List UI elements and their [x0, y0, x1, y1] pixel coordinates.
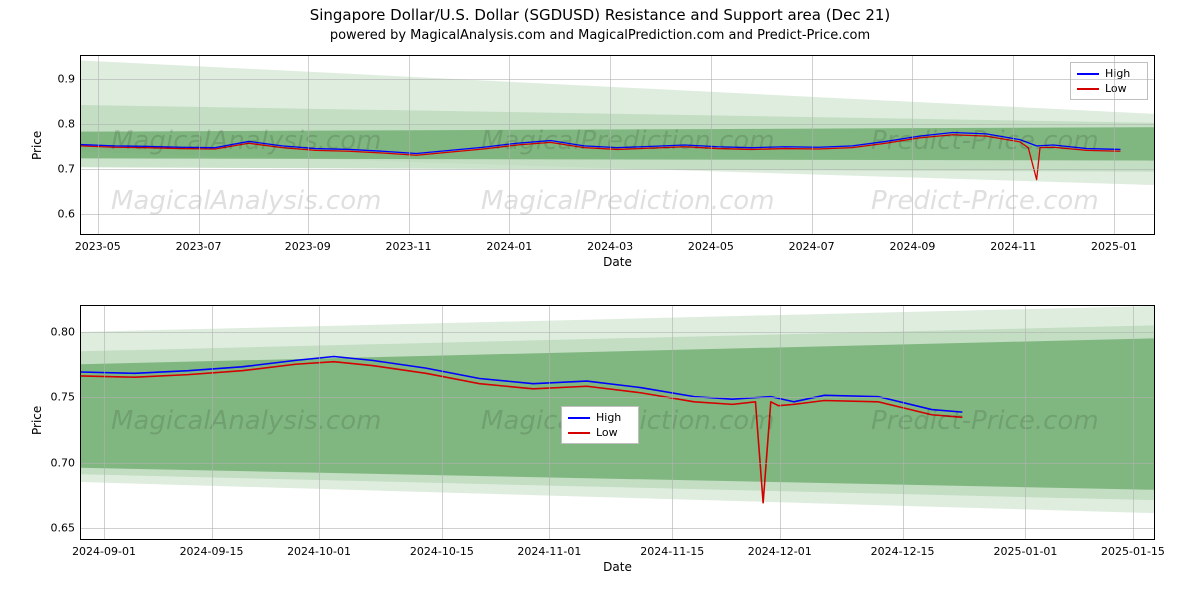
xtick-label: 2024-11 [990, 234, 1036, 253]
bottom-chart-area: MagicalAnalysis.com MagicalPrediction.co… [80, 305, 1155, 540]
xtick-label: 2024-01 [486, 234, 532, 253]
xtick-label: 2023-07 [176, 234, 222, 253]
xtick-label: 2024-09-15 [180, 539, 244, 558]
chart-subtitle: powered by MagicalAnalysis.com and Magic… [0, 28, 1200, 43]
gridline-x [319, 306, 320, 539]
ytick-label: 0.7 [58, 162, 82, 175]
ytick-label: 0.8 [58, 117, 82, 130]
xtick-label: 2023-05 [75, 234, 121, 253]
gridline-x [509, 56, 510, 234]
legend-label: Low [596, 426, 618, 439]
gridline-x [212, 306, 213, 539]
xtick-label: 2023-09 [285, 234, 331, 253]
xtick-label: 2024-10-15 [410, 539, 474, 558]
gridline-x [780, 306, 781, 539]
ytick-label: 0.65 [51, 521, 82, 534]
legend-item-high: High [568, 410, 632, 425]
gridline-x [104, 306, 105, 539]
xtick-label: 2024-10-01 [287, 539, 351, 558]
legend-label: High [596, 411, 621, 424]
top-chart-xlabel: Date [80, 255, 1155, 269]
gridline-x [1025, 306, 1026, 539]
bottom-chart-ylabel: Price [30, 406, 44, 435]
ytick-label: 0.75 [51, 391, 82, 404]
gridline-x [903, 306, 904, 539]
legend-item-low: Low [1077, 81, 1141, 96]
gridline-y [81, 214, 1154, 215]
gridline-y [81, 124, 1154, 125]
top-chart-ylabel: Price [30, 131, 44, 160]
gridline-x [1114, 56, 1115, 234]
ytick-label: 0.6 [58, 207, 82, 220]
xtick-label: 2024-07 [789, 234, 835, 253]
gridline-y [81, 463, 1154, 464]
xtick-label: 2024-11-01 [517, 539, 581, 558]
gridline-x [812, 56, 813, 234]
gridline-x [1013, 56, 1014, 234]
gridline-y [81, 397, 1154, 398]
gridline-x [610, 56, 611, 234]
legend-swatch-high [568, 417, 590, 419]
gridline-y [81, 169, 1154, 170]
gridline-y [81, 528, 1154, 529]
legend-label: Low [1105, 82, 1127, 95]
legend-swatch-high [1077, 73, 1099, 75]
gridline-y [81, 79, 1154, 80]
xtick-label: 2024-03 [587, 234, 633, 253]
top-chart-area: MagicalAnalysis.com MagicalPrediction.co… [80, 55, 1155, 235]
legend-swatch-low [568, 432, 590, 434]
figure-container: Singapore Dollar/U.S. Dollar (SGDUSD) Re… [0, 0, 1200, 600]
xtick-label: 2024-05 [688, 234, 734, 253]
gridline-x [409, 56, 410, 234]
xtick-label: 2024-09 [889, 234, 935, 253]
gridline-x [549, 306, 550, 539]
gridline-x [672, 306, 673, 539]
gridline-x [711, 56, 712, 234]
top-chart-svg [81, 56, 1154, 234]
gridline-x [308, 56, 309, 234]
top-chart-legend: High Low [1070, 62, 1148, 100]
gridline-x [199, 56, 200, 234]
xtick-label: 2025-01-15 [1101, 539, 1165, 558]
ytick-label: 0.80 [51, 326, 82, 339]
legend-item-low: Low [568, 425, 632, 440]
xtick-label: 2024-12-01 [748, 539, 812, 558]
gridline-x [442, 306, 443, 539]
bottom-chart-xlabel: Date [80, 560, 1155, 574]
gridline-x [912, 56, 913, 234]
xtick-label: 2023-11 [386, 234, 432, 253]
legend-swatch-low [1077, 88, 1099, 90]
ytick-label: 0.9 [58, 72, 82, 85]
xtick-label: 2024-12-15 [871, 539, 935, 558]
xtick-label: 2025-01 [1091, 234, 1137, 253]
xtick-label: 2024-09-01 [72, 539, 136, 558]
xtick-label: 2025-01-01 [993, 539, 1057, 558]
gridline-x [1133, 306, 1134, 539]
bottom-chart-legend: High Low [561, 406, 639, 444]
xtick-label: 2024-11-15 [640, 539, 704, 558]
gridline-x [98, 56, 99, 234]
ytick-label: 0.70 [51, 456, 82, 469]
gridline-y [81, 332, 1154, 333]
chart-title: Singapore Dollar/U.S. Dollar (SGDUSD) Re… [0, 6, 1200, 24]
